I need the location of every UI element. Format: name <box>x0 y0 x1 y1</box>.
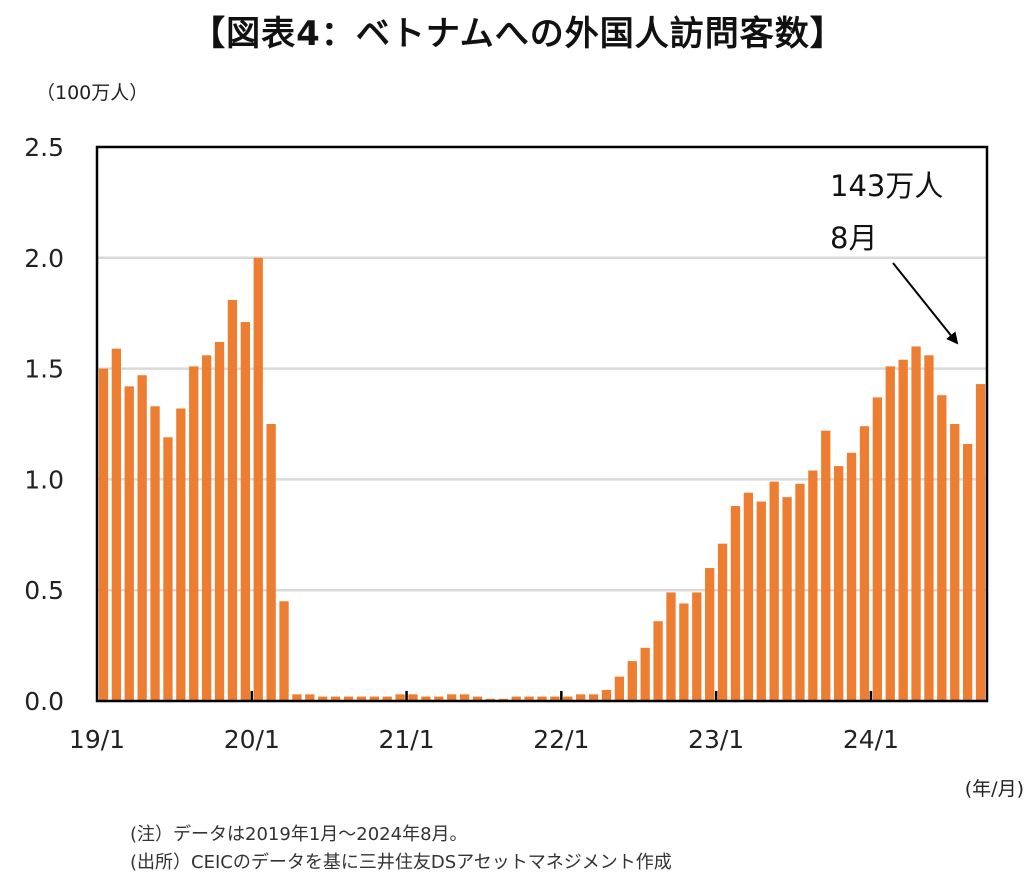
bar <box>356 696 367 701</box>
bar <box>576 694 586 701</box>
x-axis-unit-label: (年/月) <box>965 778 1024 800</box>
bar <box>756 501 766 701</box>
bar <box>975 384 986 701</box>
bar <box>782 497 792 701</box>
bar <box>305 694 315 701</box>
bar <box>666 592 676 701</box>
bar <box>705 568 715 701</box>
bar <box>395 694 405 701</box>
y-axis-unit-label: （100万人） <box>36 82 149 104</box>
bar <box>846 452 857 701</box>
bar <box>176 408 186 701</box>
bar <box>150 406 160 701</box>
bar <box>447 694 457 701</box>
bar <box>330 696 341 701</box>
bar <box>937 395 947 701</box>
bar <box>369 696 379 701</box>
bar <box>137 375 147 701</box>
annotation-arrow <box>892 262 959 345</box>
bar <box>111 348 121 701</box>
bar <box>227 299 238 701</box>
x-tick-labels: 19/1 20/1 21/1 22/1 23/1 24/1 <box>69 691 899 754</box>
footnote: (注）データは2019年1月～2024年8月。 <box>130 824 468 845</box>
y-tick-label: 1.0 <box>24 465 64 494</box>
x-tick-label: 22/1 <box>533 725 589 754</box>
bars <box>98 257 986 701</box>
bar <box>821 430 831 701</box>
bar <box>214 342 225 701</box>
bar <box>885 366 895 701</box>
bar <box>601 689 612 701</box>
bar <box>163 437 173 701</box>
bar <box>343 696 354 701</box>
source-note: (出所）CEICのデータを基に三井住友DSアセットマネジメント作成 <box>130 852 672 873</box>
bar <box>550 696 560 701</box>
bar <box>524 696 534 701</box>
x-tick-label: 23/1 <box>688 725 744 754</box>
bar <box>679 603 689 701</box>
y-tick-labels: 0.0 0.5 1.0 1.5 2.0 2.5 <box>24 133 64 716</box>
bar <box>730 505 741 701</box>
annotation-value: 143万人 <box>830 169 943 203</box>
x-tick-label: 24/1 <box>843 725 899 754</box>
x-tick-label: 19/1 <box>69 725 125 754</box>
bar <box>537 696 547 701</box>
bar <box>653 621 663 701</box>
bar <box>279 601 289 701</box>
bar <box>563 696 573 701</box>
bar <box>318 696 328 701</box>
bar <box>408 694 418 701</box>
bar <box>950 424 960 701</box>
bar <box>266 424 276 701</box>
bar <box>240 322 250 701</box>
x-tick-label: 20/1 <box>224 725 280 754</box>
bar <box>743 492 754 701</box>
bar <box>124 386 134 701</box>
y-tick-label: 2.5 <box>24 133 64 162</box>
bar <box>511 696 521 701</box>
bar <box>98 368 109 701</box>
bar <box>963 443 973 701</box>
bar <box>769 481 779 701</box>
bar <box>627 661 637 701</box>
bar <box>717 543 728 701</box>
bar <box>808 470 818 701</box>
bar <box>459 694 470 701</box>
bar <box>911 346 921 701</box>
bar <box>924 355 934 701</box>
bar <box>859 426 870 701</box>
y-tick-label: 2.0 <box>24 244 64 273</box>
bar <box>421 696 431 701</box>
x-tick-label: 21/1 <box>378 725 434 754</box>
y-tick-label: 0.0 <box>24 687 64 716</box>
bar <box>253 257 263 701</box>
bar <box>795 483 805 701</box>
bar <box>588 694 599 701</box>
y-tick-label: 1.5 <box>24 355 64 384</box>
bar <box>872 397 883 701</box>
bar <box>834 466 844 701</box>
y-tick-label: 0.5 <box>24 576 64 605</box>
bar <box>201 355 212 701</box>
plot-frame <box>95 145 989 703</box>
bar <box>472 696 483 701</box>
bar <box>382 696 392 701</box>
bar <box>614 676 625 701</box>
bar <box>189 366 199 701</box>
bar <box>292 694 302 701</box>
annotation-month: 8月 <box>830 221 877 255</box>
bar <box>640 647 650 701</box>
bar <box>434 696 444 701</box>
bar <box>898 359 908 701</box>
bar <box>692 592 702 701</box>
chart-title: 【図表4：ベトナムへの外国人訪問客数】 <box>191 14 845 54</box>
